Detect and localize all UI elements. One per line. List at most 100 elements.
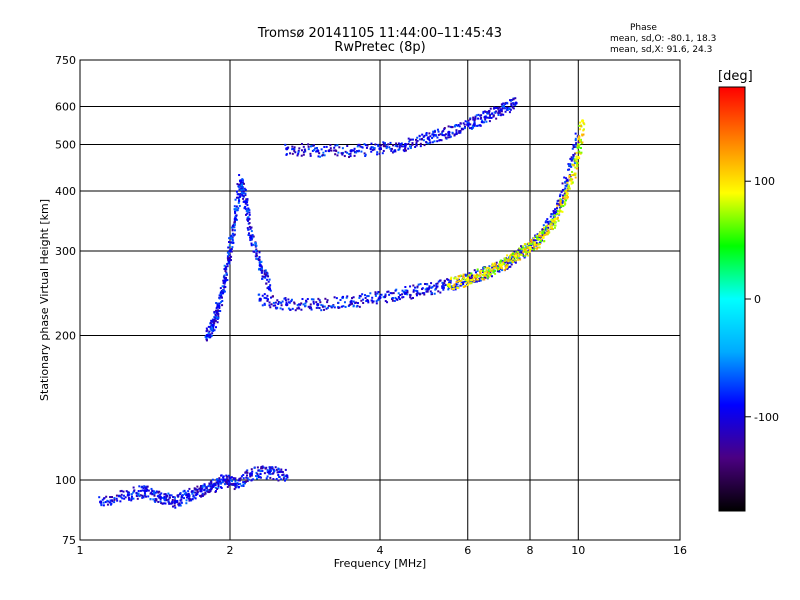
echo-point	[407, 137, 410, 140]
echo-point	[510, 257, 513, 260]
echo-point	[269, 284, 272, 287]
echo-point	[246, 469, 249, 472]
echo-point	[570, 159, 573, 162]
echo-point	[536, 236, 539, 239]
echo-point	[167, 500, 170, 503]
echo-point	[416, 139, 419, 142]
echo-point	[136, 492, 139, 495]
echo-point	[184, 492, 187, 495]
echo-point	[504, 102, 507, 105]
echo-point	[488, 111, 491, 114]
echo-point	[346, 145, 349, 148]
echo-point	[497, 113, 500, 116]
echo-point	[300, 154, 303, 157]
echo-point	[216, 317, 219, 320]
echo-point	[363, 143, 366, 146]
echo-point	[491, 266, 494, 269]
echo-point	[456, 286, 459, 289]
echo-point	[215, 311, 218, 314]
echo-point	[389, 292, 392, 295]
echo-point	[253, 466, 256, 469]
echo-point	[542, 234, 545, 237]
echo-point	[212, 326, 215, 329]
echo-point	[375, 300, 378, 303]
echo-point	[310, 298, 313, 301]
echo-point	[578, 143, 581, 146]
echo-point	[449, 279, 452, 282]
echo-point	[396, 145, 399, 148]
echo-point	[188, 499, 191, 502]
echo-point	[381, 152, 384, 155]
trace-point	[99, 500, 103, 504]
echo-point	[320, 148, 323, 151]
echo-point	[247, 232, 250, 235]
echo-point	[171, 500, 174, 503]
trace-point	[285, 302, 289, 307]
echo-point	[193, 487, 196, 490]
echo-point	[512, 107, 515, 110]
echo-point	[266, 278, 269, 281]
echo-point	[346, 151, 349, 154]
echo-point	[545, 221, 548, 224]
echo-point	[455, 283, 458, 286]
echo-point	[358, 305, 361, 308]
echo-point	[486, 116, 489, 119]
echo-point	[504, 110, 507, 113]
echo-point	[498, 111, 501, 114]
echo-point	[462, 273, 465, 276]
echo-point	[573, 144, 576, 147]
echo-point	[163, 502, 166, 505]
echo-point	[233, 208, 236, 211]
echo-point	[223, 274, 226, 277]
echo-point	[223, 277, 226, 280]
trace-point	[222, 478, 227, 482]
echo-point	[312, 298, 315, 301]
echo-point	[480, 116, 483, 119]
colorbar-unit: deg	[723, 69, 748, 84]
echo-point	[489, 272, 492, 275]
echo-point	[213, 322, 216, 325]
echo-point	[266, 469, 269, 472]
echo-point	[399, 294, 402, 297]
echo-point	[554, 221, 557, 224]
echo-point	[512, 255, 515, 258]
echo-point	[236, 482, 239, 485]
echo-point	[473, 123, 476, 126]
echo-point	[390, 149, 393, 152]
trace-point	[186, 493, 190, 497]
echo-point	[293, 146, 296, 149]
echo-point	[420, 138, 423, 141]
echo-point	[559, 199, 562, 202]
echo-point	[520, 254, 523, 257]
echo-point	[503, 262, 506, 265]
echo-point	[448, 286, 451, 289]
echo-point	[510, 263, 513, 266]
echo-point	[216, 488, 219, 491]
echo-point	[246, 471, 249, 474]
echo-point	[230, 255, 233, 258]
echo-point	[261, 465, 264, 468]
echo-point	[130, 499, 133, 502]
echo-point	[501, 105, 504, 108]
echo-point	[490, 275, 493, 278]
echo-point	[522, 246, 525, 249]
echo-point	[510, 102, 513, 105]
echo-point	[402, 145, 405, 148]
echo-point	[244, 188, 247, 191]
echo-point	[436, 128, 439, 131]
echo-point	[274, 466, 277, 469]
echo-point	[450, 276, 453, 279]
echo-point	[235, 209, 238, 212]
echo-point	[266, 272, 269, 275]
echo-point	[431, 285, 434, 288]
echo-point	[307, 148, 310, 151]
echo-point	[473, 120, 476, 123]
echo-point	[215, 481, 218, 484]
echo-point	[343, 301, 346, 304]
echo-point	[353, 147, 356, 150]
echo-point	[323, 305, 326, 308]
echo-point	[478, 275, 481, 278]
echo-point	[231, 483, 234, 486]
echo-point	[486, 270, 489, 273]
echo-point	[441, 285, 444, 288]
